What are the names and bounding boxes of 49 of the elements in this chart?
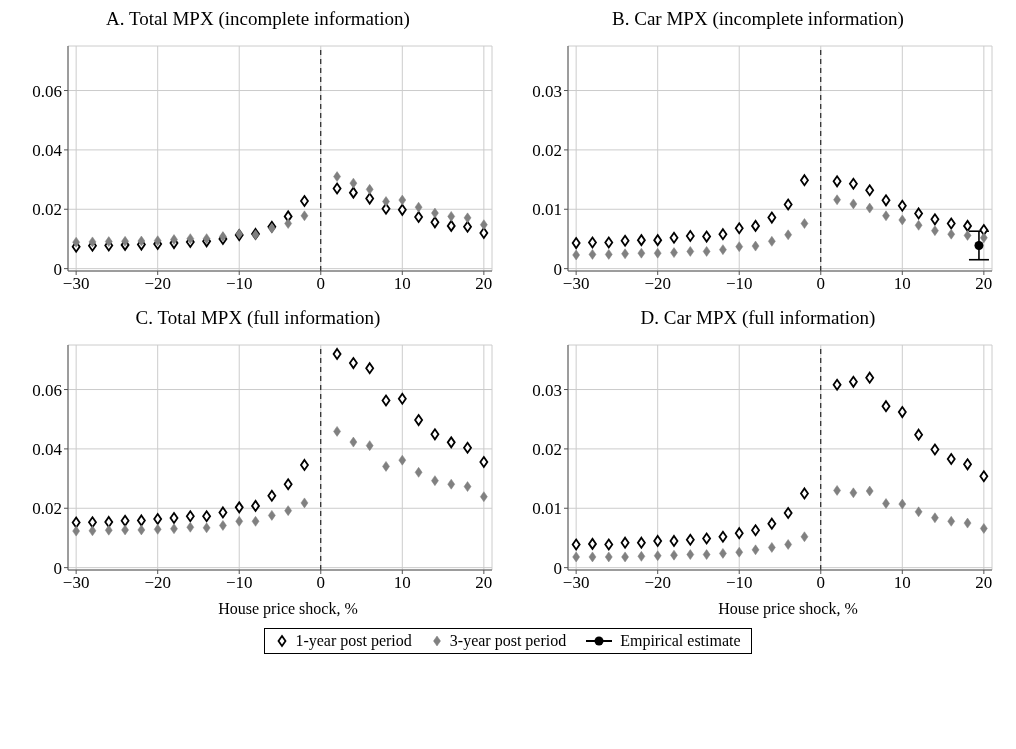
x-axis-title: House price shock, %: [217, 600, 359, 620]
x-tick-label: −20: [144, 573, 171, 593]
y-tick-label: 0.03: [532, 81, 562, 101]
x-tick-label: −30: [562, 274, 590, 294]
x-tick-label: −10: [225, 274, 253, 294]
x-tick-label: −10: [725, 274, 753, 294]
x-tick-label: 20: [475, 274, 493, 294]
x-tick-label: −20: [644, 573, 671, 593]
chart-title: C. Total MPX (full information): [134, 307, 382, 330]
x-tick-label: −10: [225, 573, 253, 593]
x-tick-label: 10: [893, 274, 911, 294]
x-tick-label: −30: [62, 274, 90, 294]
x-tick-label: −20: [644, 274, 671, 294]
x-tick-label: 0: [816, 573, 826, 593]
legend-label: 3-year post period: [449, 632, 567, 650]
y-tick-label: 0: [53, 259, 62, 279]
x-tick-label: 10: [393, 573, 411, 593]
x-tick-label: −20: [144, 274, 171, 294]
legend-label: 1-year post period: [295, 632, 412, 650]
x-tick-label: 20: [975, 274, 993, 294]
y-tick-label: 0: [53, 558, 62, 578]
x-tick-label: 10: [393, 274, 411, 294]
chart-title: D. Car MPX (full information): [639, 307, 877, 330]
x-tick-label: −30: [62, 573, 90, 593]
chart-title: B. Car MPX (incomplete information): [611, 8, 905, 31]
y-tick-label: 0.06: [32, 380, 62, 400]
y-tick-label: 0.02: [532, 140, 562, 160]
y-tick-label: 0.04: [32, 439, 63, 459]
legend-label: Empirical estimate: [620, 632, 741, 650]
x-tick-label: 10: [893, 573, 911, 593]
y-tick-label: 0: [553, 259, 562, 279]
y-tick-label: 0.02: [532, 439, 562, 459]
x-tick-label: −30: [562, 573, 590, 593]
y-tick-label: 0.03: [532, 380, 562, 400]
x-tick-label: 0: [316, 274, 326, 294]
x-tick-label: 0: [816, 274, 826, 294]
y-tick-label: 0.02: [32, 499, 62, 519]
y-tick-label: 0.04: [32, 140, 63, 160]
y-tick-label: 0.02: [32, 200, 62, 220]
y-tick-label: 0.06: [32, 81, 62, 101]
x-tick-label: 0: [316, 573, 326, 593]
x-axis-title: House price shock, %: [717, 600, 859, 620]
x-tick-label: 20: [975, 573, 993, 593]
y-tick-label: 0.01: [532, 499, 562, 519]
y-tick-label: 0.01: [532, 200, 562, 220]
x-tick-label: 20: [475, 573, 493, 593]
chart-title: A. Total MPX (incomplete information): [105, 8, 411, 31]
x-tick-label: −10: [725, 573, 753, 593]
y-tick-label: 0: [553, 558, 562, 578]
